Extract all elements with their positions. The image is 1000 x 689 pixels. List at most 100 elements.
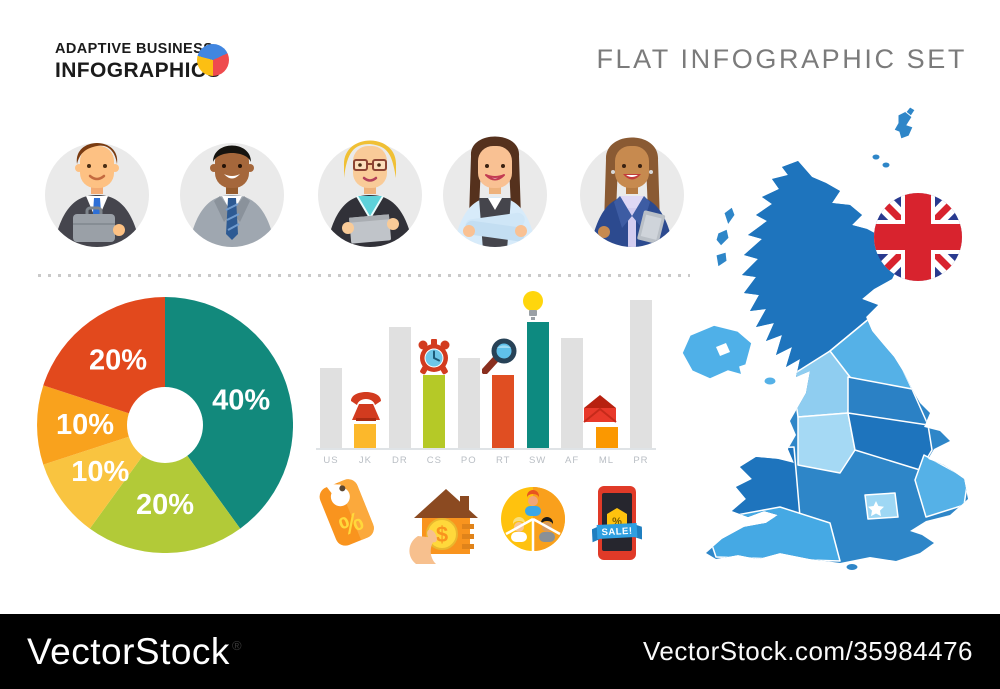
alarm-clock-icon <box>418 339 450 375</box>
bar-rect <box>457 358 480 448</box>
bar-column-pr: PR <box>629 290 652 466</box>
bar-rect <box>354 424 377 448</box>
bar-label: PR <box>633 455 649 466</box>
logo-line2: INFOGRAPHICS <box>55 58 221 82</box>
businesswoman-tablet-avatar <box>580 137 684 247</box>
isle-of-man <box>763 376 777 386</box>
donut-label: 20% <box>89 344 147 376</box>
region-london <box>864 492 899 520</box>
bar-rect <box>629 300 652 448</box>
donut-label: 10% <box>56 409 114 441</box>
region-northern-ireland <box>681 324 753 380</box>
bar-label: PO <box>460 455 477 466</box>
sale-label: SALE! <box>601 526 633 539</box>
bar-column-ml: ML <box>595 290 618 466</box>
bar-rect <box>595 427 618 448</box>
logo-line1: ADAPTIVE BUSINESS <box>55 41 214 57</box>
isle-of-wight <box>845 563 859 571</box>
image-url-text: VectorStock.com/35984476 <box>643 636 973 666</box>
bar-column-us: US <box>320 290 342 466</box>
donut-chart: 40% 20% 10% 10% 20% <box>37 297 294 554</box>
avatar5-body <box>590 196 674 247</box>
bar-rect <box>526 322 549 448</box>
house-dollar-label: $ <box>436 522 448 547</box>
magnifier-icon <box>482 338 517 374</box>
scottish-islands <box>715 106 916 571</box>
phone-icon <box>351 392 381 421</box>
bar-rect <box>492 375 515 448</box>
bar-rect <box>423 375 446 448</box>
donut-label: 20% <box>136 489 194 521</box>
bar-column-po: PO <box>457 290 480 466</box>
envelope-icon <box>583 395 617 423</box>
avatar3-body <box>326 195 414 247</box>
donut-slice-40% <box>165 297 294 529</box>
avatar1-body <box>53 195 141 247</box>
bar-column-dr: DR <box>388 290 411 466</box>
logo: ADAPTIVE BUSINESS INFOGRAPHICS <box>55 41 221 82</box>
businesswoman-glasses-laptop-avatar <box>318 140 422 247</box>
hair <box>76 143 118 164</box>
bar-label: RT <box>495 455 511 466</box>
lough-neagh <box>716 343 730 356</box>
bar-column-jk: JK <box>354 290 377 466</box>
lightbulb-icon <box>523 291 543 320</box>
bar-column-cs: CS <box>423 290 446 466</box>
bar-rect <box>561 338 584 448</box>
hair <box>213 145 251 162</box>
united-kingdom-map <box>681 106 968 571</box>
team-share-icon <box>501 487 565 551</box>
businessman-briefcase-avatar <box>45 143 149 247</box>
bar-column-af: AF <box>561 290 584 466</box>
bar-label: US <box>323 455 339 466</box>
donut-slice-20% <box>89 425 241 554</box>
bars-row: US JK DR CS PO RT SW AF ML PR <box>320 290 652 466</box>
donut-slice-20% <box>43 297 165 425</box>
bar-column-sw: SW <box>526 290 549 466</box>
page-title: FLAT INFOGRAPHIC SET <box>596 44 967 74</box>
donut-label: 40% <box>212 384 270 416</box>
house-purchase-icon: $ <box>409 489 478 564</box>
registered-mark: ® <box>231 637 243 653</box>
person-top <box>525 490 541 516</box>
watermark-bar: VectorStock ® VectorStock.com/35984476 <box>0 614 1000 689</box>
businessman-gray-suit-avatar <box>180 143 284 247</box>
sale-ribbon: SALE! <box>592 522 642 543</box>
donut-slice-10% <box>37 385 165 465</box>
bar-label: AF <box>564 455 580 466</box>
donut-slice-10% <box>43 425 165 529</box>
bar-chart: US JK DR CS PO RT SW AF ML PR <box>316 290 656 472</box>
tablet <box>637 210 666 245</box>
london-star <box>868 501 884 517</box>
laptop <box>349 214 391 244</box>
donut-hole <box>127 387 203 463</box>
donut-chart-svg: 40%20%10%10%20% <box>37 297 294 554</box>
phone-sale-icon: % SALE! <box>592 486 642 560</box>
avatar2-body <box>188 195 276 247</box>
bar-label: JK <box>358 455 372 466</box>
logo-pie-icon <box>197 44 229 76</box>
bar-rect <box>320 368 342 448</box>
bar-label: ML <box>598 455 615 466</box>
region-west-midlands <box>797 412 856 474</box>
bar-rect <box>388 327 411 448</box>
brand-text: VectorStock <box>27 630 230 672</box>
avatar4-body <box>453 197 537 247</box>
bar-label: DR <box>392 455 408 466</box>
bar-column-rt: RT <box>492 290 515 466</box>
businesswoman-crossed-arms-avatar <box>443 136 547 247</box>
vectorstock-logo: VectorStock ® <box>27 631 242 673</box>
bar-label: CS <box>426 455 442 466</box>
region-wales <box>729 446 801 520</box>
region-east-anglia <box>914 454 968 518</box>
x-axis-line <box>316 448 656 450</box>
donut-label: 10% <box>71 456 129 488</box>
bar-label: SW <box>528 455 547 466</box>
united-kingdom-flag <box>874 193 962 281</box>
badge-percent-label: % <box>612 516 622 528</box>
dotted-divider <box>38 274 690 277</box>
hand <box>409 536 436 564</box>
briefcase <box>73 214 115 242</box>
discount-tag-icon: % <box>319 479 374 546</box>
